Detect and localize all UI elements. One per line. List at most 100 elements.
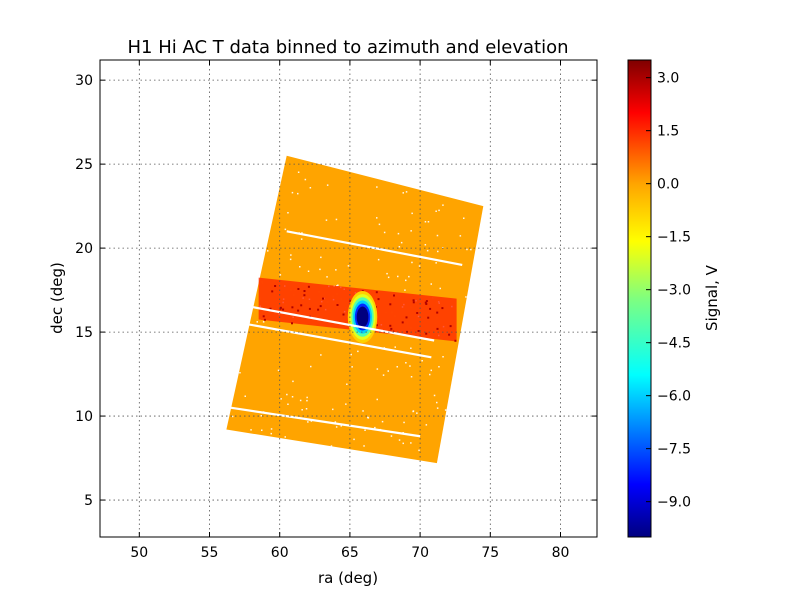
speckle	[387, 276, 390, 279]
band-speckle	[297, 288, 300, 290]
speckle	[436, 407, 439, 409]
band-speckle	[285, 282, 288, 285]
y-tick-label: 25	[75, 157, 93, 173]
band-speckle	[434, 322, 437, 325]
speckle	[376, 368, 379, 370]
speckle	[400, 241, 403, 244]
colorbar-tick-label: 1.5	[657, 124, 679, 140]
speckle	[405, 362, 407, 364]
band-speckle	[261, 280, 263, 283]
speckle	[426, 249, 429, 252]
source-contour	[356, 306, 369, 328]
speckle	[335, 218, 338, 221]
speckle	[326, 276, 328, 278]
speckle	[250, 429, 252, 431]
speckle	[309, 187, 312, 189]
band-speckle	[279, 306, 282, 309]
speckle	[262, 321, 265, 323]
band-speckle	[298, 289, 301, 292]
speckle	[437, 250, 439, 253]
speckle	[326, 184, 329, 186]
speckle	[351, 366, 353, 368]
speckle	[381, 420, 384, 423]
band-speckle	[349, 300, 352, 303]
speckle	[335, 426, 338, 428]
speckle	[409, 365, 411, 367]
speckle	[394, 346, 396, 348]
y-tick-label: 5	[84, 493, 93, 509]
speckle	[430, 283, 432, 285]
band-speckle	[399, 293, 402, 296]
speckle	[378, 223, 381, 226]
band-speckle	[344, 306, 347, 309]
speckle	[402, 442, 404, 445]
speckle	[330, 445, 333, 447]
band-speckle	[342, 313, 345, 316]
speckle	[376, 186, 378, 188]
band-speckle	[269, 307, 272, 310]
speckle	[310, 420, 313, 422]
band-speckle	[282, 308, 285, 311]
speckle	[325, 219, 328, 221]
y-tick-label: 10	[75, 409, 93, 425]
speckle	[267, 250, 269, 252]
band-speckle	[294, 288, 296, 291]
band-speckle	[402, 301, 405, 304]
y-tick-label: 15	[75, 325, 93, 341]
speckle	[286, 393, 288, 396]
speckle	[280, 398, 282, 400]
speckle	[402, 192, 404, 194]
band-speckle	[435, 316, 438, 319]
band-speckle	[336, 292, 338, 295]
band-speckle	[425, 303, 428, 305]
speckle	[403, 421, 405, 424]
grid	[100, 60, 597, 537]
speckle	[256, 321, 258, 323]
speckle	[350, 353, 352, 356]
band-speckle	[393, 294, 395, 297]
speckle	[412, 410, 415, 412]
band-speckle	[273, 280, 276, 283]
speckle	[411, 212, 413, 215]
speckle	[387, 370, 389, 372]
band-speckle	[300, 304, 303, 307]
speckle	[374, 426, 376, 429]
speckle	[438, 209, 440, 212]
speckle	[353, 438, 355, 441]
band-speckle	[435, 331, 438, 334]
colorbar-tick-label: −7.5	[657, 442, 691, 458]
speckle	[346, 383, 348, 385]
speckle	[260, 415, 262, 417]
band-speckle	[406, 322, 409, 325]
speckle	[337, 284, 339, 286]
speckle	[307, 270, 310, 272]
speckle	[334, 421, 337, 423]
speckle	[290, 254, 292, 256]
colorbar-tick-label: −1.5	[657, 230, 691, 246]
band-speckle	[292, 293, 295, 296]
band-speckle	[266, 301, 269, 304]
speckle	[433, 394, 436, 397]
speckle	[299, 266, 301, 268]
speckle	[404, 289, 406, 291]
x-tick-label: 60	[271, 545, 289, 561]
speckle	[362, 410, 364, 412]
band-speckle	[303, 294, 306, 297]
band-speckle	[297, 309, 300, 312]
speckle	[277, 369, 280, 372]
x-tick-label: 75	[481, 545, 499, 561]
band-speckle	[401, 321, 404, 324]
x-tick-label: 65	[341, 545, 359, 561]
band-speckle	[338, 326, 341, 329]
colorbar-tick-label: −4.5	[657, 336, 691, 352]
speckle	[444, 409, 447, 411]
speckle	[300, 238, 303, 240]
band-speckle	[441, 307, 444, 310]
band-speckle	[415, 333, 417, 336]
band-speckle	[261, 318, 263, 320]
speckle	[424, 221, 427, 223]
band-speckle	[307, 285, 310, 288]
band-speckle	[376, 307, 379, 310]
speckle	[410, 376, 413, 378]
band-speckle	[273, 290, 276, 293]
